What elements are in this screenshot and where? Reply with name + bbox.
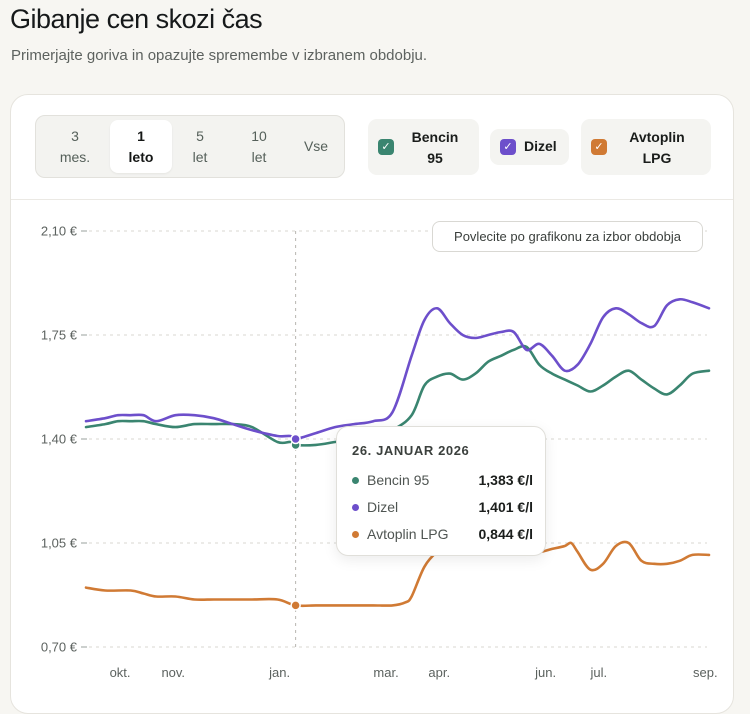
y-tick-label: 1,05 € bbox=[41, 536, 78, 551]
x-tick-label: jun. bbox=[534, 665, 556, 680]
y-tick-label: 1,75 € bbox=[41, 328, 78, 343]
x-tick-label: jan. bbox=[268, 665, 290, 680]
fuel-toggle-label: Avtoplin LPG bbox=[629, 129, 685, 166]
tooltip-row-dizel: Dizel 1,401 €/l bbox=[352, 498, 533, 518]
hover-point bbox=[290, 433, 301, 445]
y-tick-label: 2,10 € bbox=[41, 224, 78, 239]
x-tick-label: jul. bbox=[590, 665, 608, 680]
series-line-bencin-95 bbox=[84, 344, 711, 447]
fuel-toggle-label: Dizel bbox=[524, 138, 557, 154]
page-title: Gibanje cen skozi čas bbox=[10, 4, 263, 34]
fuel-toggle-dizel[interactable]: ✓ Dizel bbox=[490, 129, 569, 165]
page-subtitle: Primerjajte goriva in opazujte spremembe… bbox=[11, 47, 428, 64]
series-dot-icon bbox=[352, 531, 359, 538]
period-all-button[interactable]: Vse bbox=[303, 138, 329, 154]
price-chart-card: 3 mes. 1 leto 5 let 10 let Vse ✓ Bencin … bbox=[10, 94, 734, 714]
x-tick-label: mar. bbox=[373, 665, 398, 680]
series-dot-icon bbox=[352, 477, 359, 484]
y-tick-label: 1,40 € bbox=[41, 432, 78, 447]
period-3-months-button[interactable]: 3 mes. bbox=[59, 127, 91, 165]
tooltip-series-value: 0,844 €/l bbox=[478, 526, 534, 542]
tooltip-row-bencin: Bencin 95 1,383 €/l bbox=[352, 471, 533, 491]
tooltip-series-name: Bencin 95 bbox=[367, 472, 430, 488]
period-5-years-button[interactable]: 5 let bbox=[192, 127, 208, 165]
period-10-years-button[interactable]: 10 let bbox=[251, 127, 267, 165]
tooltip-series-name: Avtoplin LPG bbox=[367, 526, 449, 542]
hover-point bbox=[290, 600, 301, 611]
fuel-toggle-label: Bencin 95 bbox=[411, 129, 459, 166]
checkbox-checked-icon: ✓ bbox=[500, 139, 516, 155]
checkbox-checked-icon: ✓ bbox=[378, 139, 394, 155]
x-tick-label: apr. bbox=[428, 665, 450, 680]
tooltip-row-lpg: Avtoplin LPG 0,844 €/l bbox=[352, 525, 533, 545]
chart-tooltip: 26. JANUAR 2026 Bencin 95 1,383 €/l Dize… bbox=[336, 426, 546, 556]
y-tick-label: 0,70 € bbox=[41, 640, 78, 655]
checkbox-checked-icon: ✓ bbox=[591, 139, 607, 155]
tooltip-date: 26. JANUAR 2026 bbox=[352, 443, 470, 458]
tooltip-series-name: Dizel bbox=[367, 499, 399, 515]
drag-hint: Povlecite po grafikonu za izbor obdobja bbox=[432, 221, 703, 252]
fuel-toggle-avtoplin-lpg[interactable]: ✓ Avtoplin LPG bbox=[581, 119, 711, 175]
x-tick-label: nov. bbox=[161, 665, 185, 680]
tooltip-series-value: 1,383 €/l bbox=[478, 472, 534, 488]
chart-toolbar: 3 mes. 1 leto 5 let 10 let Vse ✓ Bencin … bbox=[11, 95, 733, 200]
fuel-toggle-bencin-95[interactable]: ✓ Bencin 95 bbox=[368, 119, 479, 175]
period-1-year-button[interactable]: 1 leto bbox=[110, 120, 172, 173]
price-line-chart[interactable]: 2,10 € 1,75 € 1,40 € 1,05 € 0,70 € okt. nov. ja… bbox=[10, 94, 734, 697]
tooltip-series-value: 1,401 €/l bbox=[478, 499, 534, 515]
period-selector: 3 mes. 1 leto 5 let 10 let Vse bbox=[35, 115, 345, 178]
series-line-dizel bbox=[84, 297, 711, 441]
x-tick-label: okt. bbox=[110, 665, 131, 680]
series-dot-icon bbox=[352, 504, 359, 511]
x-tick-label: sep. bbox=[693, 665, 718, 680]
